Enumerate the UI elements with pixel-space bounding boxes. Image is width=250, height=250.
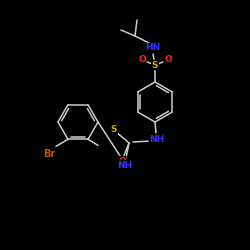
Text: O: O	[138, 56, 146, 64]
Text: S: S	[152, 60, 158, 70]
Text: S: S	[111, 124, 117, 134]
Text: HN: HN	[146, 44, 160, 52]
Text: NH: NH	[150, 134, 164, 143]
Text: NH: NH	[118, 160, 132, 170]
Text: Br: Br	[43, 149, 55, 159]
Text: O: O	[164, 56, 172, 64]
Text: O: O	[118, 156, 126, 166]
